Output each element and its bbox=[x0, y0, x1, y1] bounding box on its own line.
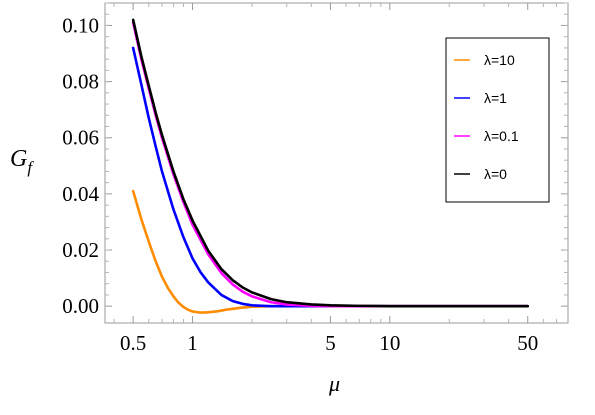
x-axis-label: μ bbox=[328, 371, 340, 396]
series-lines bbox=[131, 18, 530, 314]
legend-label: λ=1 bbox=[484, 90, 507, 106]
y-axis-label-main: G bbox=[10, 146, 27, 172]
legend: λ=10 λ=1 λ=0.1 λ=0 bbox=[445, 37, 550, 203]
legend-label: λ=0.1 bbox=[484, 128, 519, 144]
y-tick-label: 0.00 bbox=[62, 294, 99, 318]
plot-frame bbox=[104, 2, 569, 324]
x-tick-label: 5 bbox=[325, 331, 336, 355]
y-tick-label: 0.10 bbox=[62, 13, 99, 37]
y-tick-label: 0.04 bbox=[62, 182, 99, 206]
x-tick-label: 1 bbox=[187, 331, 198, 355]
x-tick-label: 50 bbox=[517, 331, 538, 355]
y-axis-label-subscript: f bbox=[27, 158, 34, 177]
series-line-4 bbox=[131, 18, 530, 308]
x-tick-label: 0.5 bbox=[120, 331, 146, 355]
x-tick-label: 10 bbox=[379, 331, 400, 355]
series-line-2 bbox=[131, 46, 530, 308]
y-tick-label: 0.08 bbox=[62, 70, 99, 94]
legend-label: λ=10 bbox=[484, 52, 515, 68]
y-tick-label: 0.02 bbox=[62, 238, 99, 262]
y-tick-label: 0.06 bbox=[62, 126, 99, 150]
y-axis-label: Gf bbox=[10, 146, 34, 177]
axis-ticks: 0.5 1 5 10 50 0.00 0.02 0.04 0.06 0.08 0.10 bbox=[62, 2, 568, 355]
legend-label: λ=0 bbox=[484, 166, 507, 182]
